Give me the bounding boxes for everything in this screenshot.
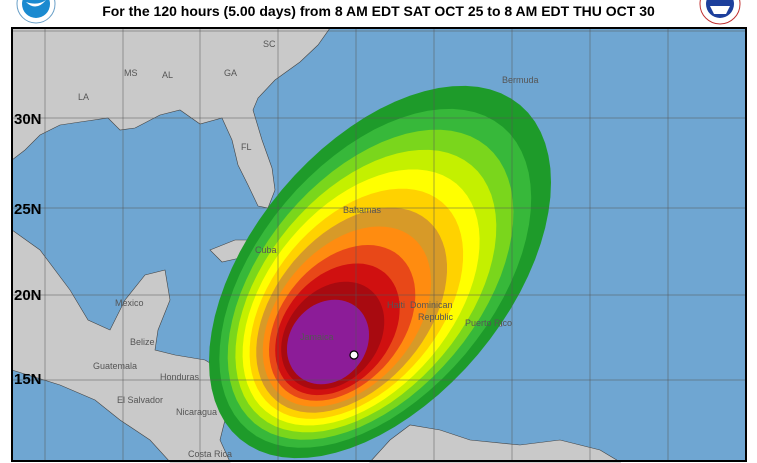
- label-el-salvador: El Salvador: [117, 395, 163, 405]
- label-bermuda: Bermuda: [502, 75, 539, 85]
- label-mexico: Mexico: [115, 298, 144, 308]
- probability-bands: [209, 85, 551, 459]
- probability-band-11: [287, 299, 369, 385]
- label-cuba: Cuba: [255, 245, 277, 255]
- label-sc: SC: [263, 39, 276, 49]
- lat-label-30n: 30N: [14, 111, 42, 128]
- label-guatemala: Guatemala: [93, 361, 137, 371]
- label-al: AL: [162, 70, 173, 80]
- label-nicaragua: Nicaragua: [176, 407, 217, 417]
- nws-logo: [699, 0, 741, 25]
- label-fl: FL: [241, 142, 252, 152]
- label-ms: MS: [124, 68, 138, 78]
- label-ga: GA: [224, 68, 237, 78]
- noaa-logo: [16, 0, 56, 24]
- lat-lon-grid: [12, 28, 746, 461]
- title-bar: For the 120 hours (5.00 days) from 8 AM …: [0, 0, 757, 27]
- label-haiti: Haiti: [387, 300, 405, 310]
- label-bahamas: Bahamas: [343, 205, 382, 215]
- label-honduras: Honduras: [160, 372, 200, 382]
- map-border: [11, 27, 747, 462]
- label-la: LA: [78, 92, 89, 102]
- latitude-labels: 30N 25N 20N 15N: [14, 111, 42, 388]
- lat-label-20n: 20N: [14, 287, 42, 304]
- map-title: For the 120 hours (5.00 days) from 8 AM …: [102, 3, 655, 19]
- label-jamaica: Jamaica: [300, 332, 334, 342]
- label-belize: Belize: [130, 337, 155, 347]
- us-southeast: [11, 27, 331, 209]
- storm-position-marker[interactable]: [349, 350, 359, 360]
- label-republic: Republic: [418, 312, 454, 322]
- south-america: [369, 424, 622, 463]
- label-dominican: Dominican: [410, 300, 453, 310]
- label-puerto-rico: Puerto Rico: [465, 318, 512, 328]
- lat-label-25n: 25N: [14, 201, 42, 218]
- label-costa-rica: Costa Rica: [188, 449, 232, 459]
- place-labels: Bermuda LA MS AL GA SC FL Bahamas Cuba M…: [78, 39, 539, 459]
- lat-label-15n: 15N: [14, 371, 42, 388]
